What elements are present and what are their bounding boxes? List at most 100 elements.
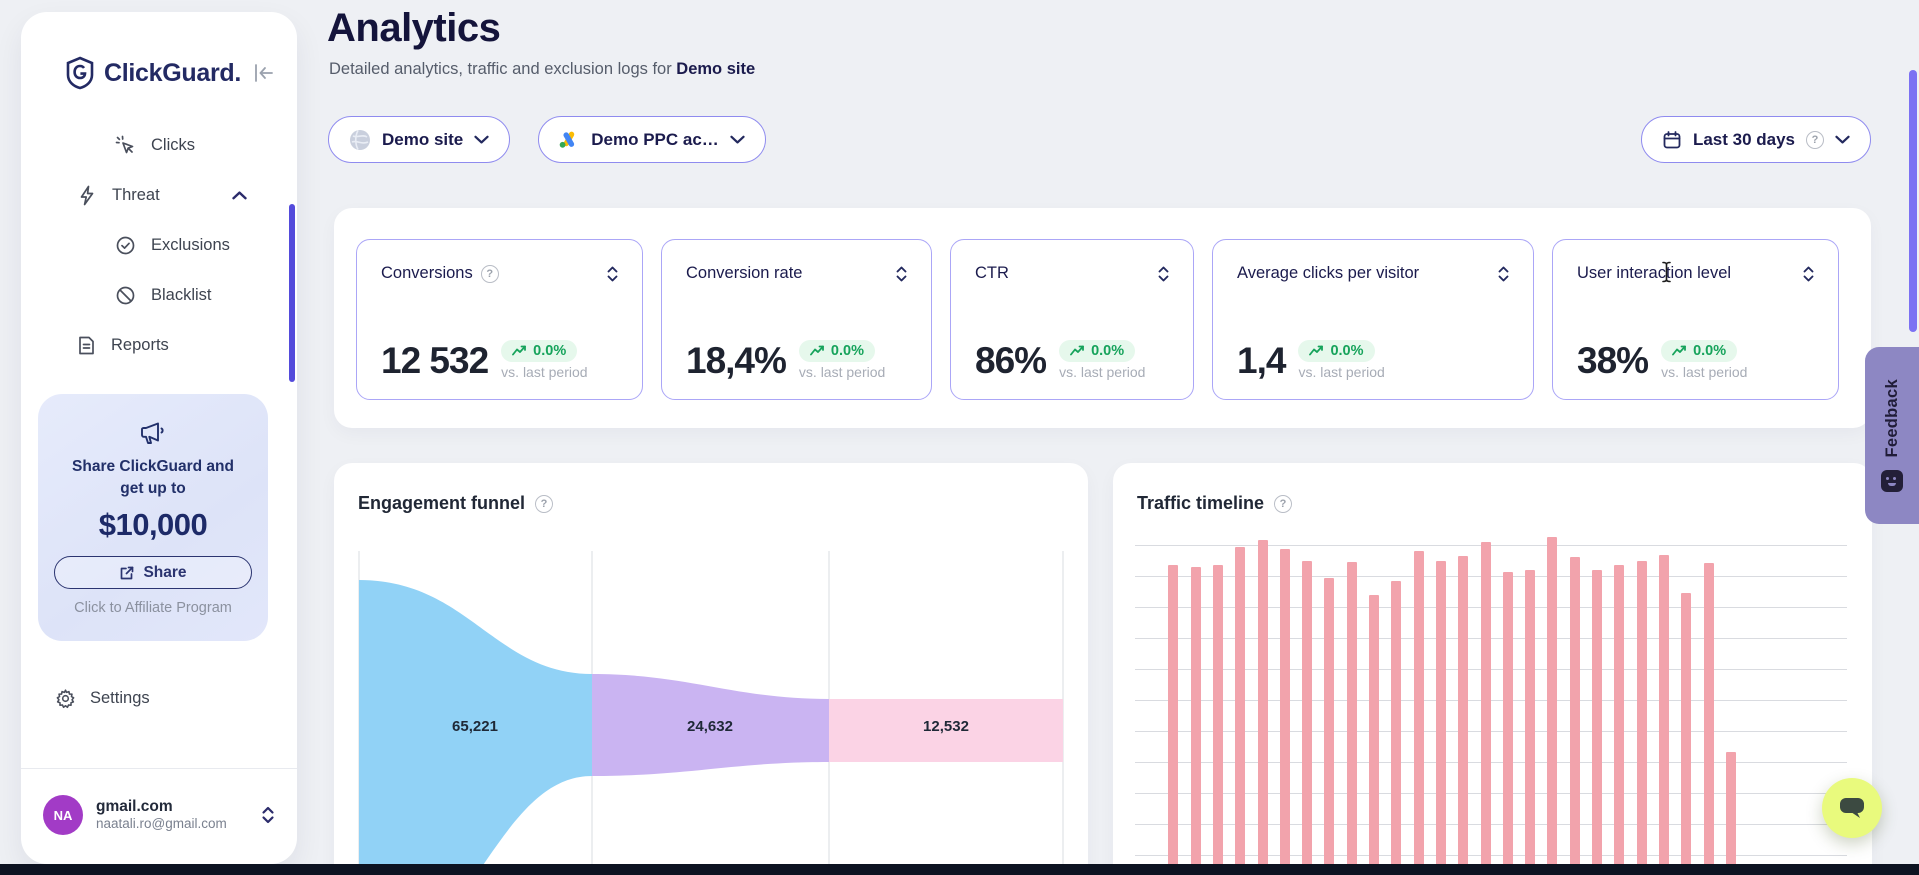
sidebar-item-reports[interactable]: Reports	[21, 320, 287, 370]
funnel-value-2: 24,632	[687, 718, 733, 735]
sort-toggle-icon[interactable]	[607, 266, 618, 282]
date-range-selector[interactable]: Last 30 days	[1640, 116, 1871, 163]
traffic-bar	[1547, 537, 1558, 875]
page-subtitle: Detailed analytics, traffic and exclusio…	[329, 60, 756, 78]
sort-toggle-icon[interactable]	[1803, 266, 1814, 282]
kpi-value: 86%	[975, 340, 1047, 381]
funnel-stage-blue	[359, 580, 592, 875]
chat-bubble-icon	[1840, 798, 1864, 818]
sidebar-scroll-indicator[interactable]	[289, 204, 295, 382]
site-selector[interactable]: Demo site	[328, 116, 511, 163]
kpi-caption: vs. last period	[501, 364, 588, 380]
traffic-bar	[1525, 569, 1536, 875]
chevron-down-icon	[474, 135, 489, 144]
sidebar-item-clicks[interactable]: Clicks	[21, 120, 287, 170]
kpi-label: Average clicks per visitor	[1237, 264, 1420, 282]
brand-name: ClickGuard.	[104, 58, 242, 87]
feedback-tab-label: Feedback	[1882, 379, 1901, 458]
sidebar-item-blacklist[interactable]: Blacklist	[21, 270, 287, 320]
document-icon	[77, 335, 96, 356]
share-button-label: Share	[143, 563, 187, 581]
sidebar-item-exclusions[interactable]: Exclusions	[21, 220, 287, 270]
traffic-bar	[1435, 561, 1446, 875]
traffic-bar	[1681, 592, 1692, 875]
chat-launcher-button[interactable]	[1822, 778, 1882, 838]
kpi-value: 38%	[1577, 340, 1649, 381]
traffic-bar	[1257, 540, 1268, 875]
help-icon[interactable]	[1806, 130, 1824, 149]
help-icon[interactable]	[1274, 494, 1293, 513]
engagement-funnel-chart: 65,221 24,632 12,532	[358, 551, 1064, 875]
traffic-bar	[1235, 546, 1246, 875]
kpi-caption: vs. last period	[1059, 364, 1146, 380]
traffic-bar	[1302, 561, 1313, 875]
trending-up-icon	[1070, 345, 1084, 356]
sidebar-item-label: Clicks	[151, 135, 195, 154]
sidebar-divider	[21, 768, 297, 769]
sidebar-item-threat[interactable]: Threat	[21, 170, 287, 220]
kpi-delta-badge: 0.0%	[798, 339, 875, 362]
date-selector-label: Last 30 days	[1692, 129, 1795, 149]
funnel-stage-purple	[592, 674, 829, 776]
clickguard-logo-icon	[65, 56, 95, 90]
kpi-card-conversions: Conversions 12 532 0.0% vs. last period	[356, 239, 643, 400]
account-switcher[interactable]: NA gmail.com naatali.ro@gmail.com	[33, 782, 285, 848]
ppc-selector-label: Demo PPC ac…	[591, 129, 719, 149]
promo-caption: Click to Affiliate Program	[74, 600, 232, 617]
traffic-bar	[1658, 554, 1669, 875]
filters-row: Demo site Demo PPC ac…	[328, 116, 766, 163]
feedback-chat-icon	[1881, 469, 1903, 492]
kpi-value: 12 532	[381, 340, 489, 381]
ppc-account-selector[interactable]: Demo PPC ac…	[538, 116, 766, 163]
promo-amount: $10,000	[98, 507, 208, 543]
kpi-label: CTR	[975, 264, 1009, 282]
trending-up-icon	[1672, 345, 1686, 356]
cursor-click-icon	[115, 135, 136, 156]
collapse-sidebar-button[interactable]	[249, 59, 279, 87]
account-email: naatali.ro@gmail.com	[96, 816, 227, 832]
help-icon[interactable]	[480, 264, 499, 283]
account-name: gmail.com	[96, 797, 173, 815]
globe-icon	[349, 129, 371, 151]
traffic-bar	[1279, 548, 1290, 875]
page-scrollbar-thumb[interactable]	[1909, 70, 1917, 332]
sort-toggle-icon[interactable]	[1498, 266, 1509, 282]
traffic-bar	[1190, 566, 1201, 875]
share-button[interactable]: Share	[54, 556, 252, 590]
engagement-funnel-card: Engagement funnel 65,221 24,632 12,532	[334, 463, 1088, 875]
feedback-tab[interactable]: Feedback	[1865, 347, 1919, 524]
avatar: NA	[43, 795, 83, 835]
kpi-delta-badge: 0.0%	[1059, 339, 1136, 362]
help-icon[interactable]	[535, 494, 554, 513]
traffic-bar	[1569, 556, 1580, 875]
traffic-bar	[1636, 561, 1647, 875]
kpi-label: Conversion rate	[686, 264, 803, 282]
page-title: Analytics	[327, 6, 501, 50]
sort-toggle-icon[interactable]	[1158, 266, 1169, 282]
traffic-bar	[1369, 595, 1379, 875]
traffic-bar	[1480, 542, 1491, 875]
external-link-icon	[119, 565, 135, 581]
chevron-up-icon[interactable]	[232, 190, 247, 200]
kpi-value: 18,4%	[686, 340, 787, 381]
sidebar-item-label: Exclusions	[151, 235, 230, 254]
sidebar-item-settings[interactable]: Settings	[55, 688, 150, 709]
google-ads-icon	[559, 130, 580, 149]
bottom-window-edge	[0, 864, 1919, 875]
sort-toggle-icon[interactable]	[896, 266, 907, 282]
ban-icon	[115, 285, 136, 306]
kpi-delta-badge: 0.0%	[1298, 339, 1375, 362]
traffic-bar	[1592, 569, 1602, 875]
kpi-delta-badge: 0.0%	[1661, 339, 1738, 362]
kpi-caption: vs. last period	[798, 364, 886, 380]
affiliate-promo-card[interactable]: Share ClickGuard and get up to $10,000 S…	[38, 394, 268, 641]
kpi-caption: vs. last period	[1298, 364, 1385, 380]
kpi-caption: vs. last period	[1661, 364, 1748, 380]
kpi-card-avg-clicks: Average clicks per visitor 1,4 0.0% vs. …	[1212, 239, 1534, 400]
kpi-label: Conversions	[381, 264, 473, 282]
traffic-bar	[1346, 562, 1357, 875]
sidebar-item-label: Threat	[112, 185, 160, 204]
sidebar: ClickGuard. Clicks Threat	[21, 12, 297, 864]
funnel-title: Engagement funnel	[358, 493, 526, 513]
funnel-value-1: 65,221	[452, 718, 498, 735]
